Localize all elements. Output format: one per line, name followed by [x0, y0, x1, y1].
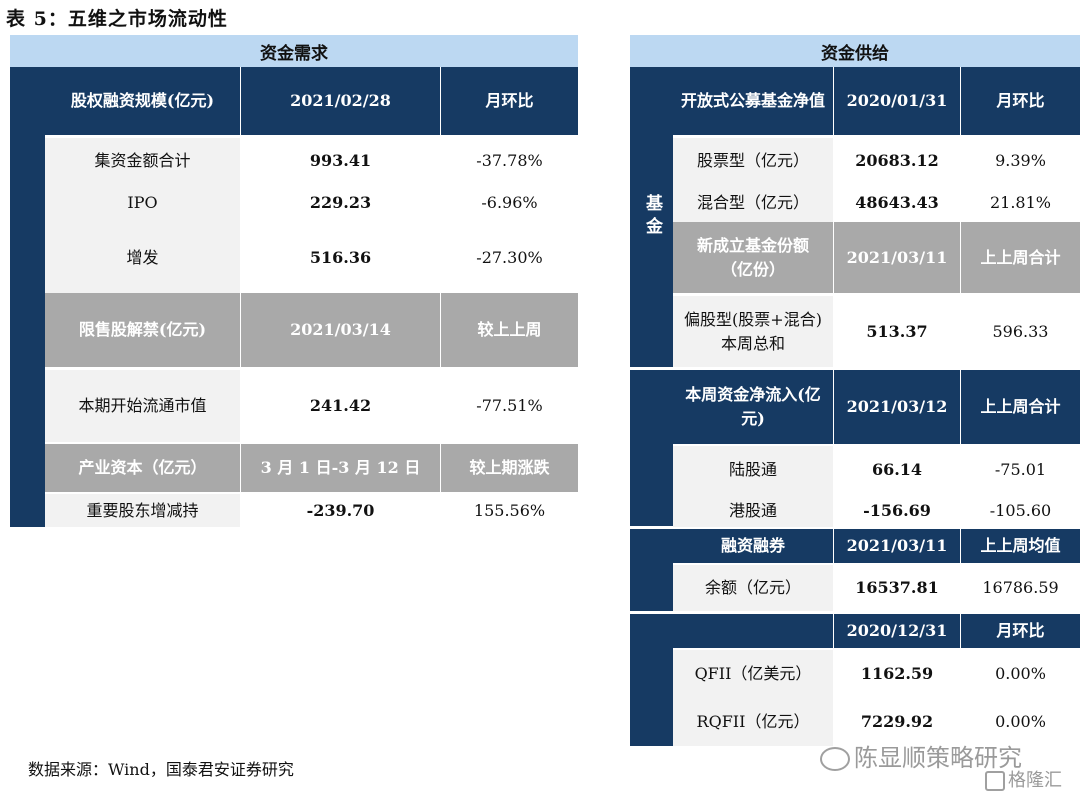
row-shareholder-change-change: 155.56% [441, 494, 578, 527]
row-margin-balance-value: 16537.81 [834, 565, 960, 611]
net-inflow-label: 本周资金净流入(亿元) [673, 370, 833, 444]
new-fund-shares-label: 新成立基金份额（亿份） [673, 222, 833, 293]
row-placement-label: 增发 [45, 222, 240, 293]
row-southbound-prev: -105.60 [961, 494, 1080, 527]
row-qfii-change: 0.00% [961, 650, 1080, 698]
row-equity-fund-change: 9.39% [961, 138, 1080, 184]
row-rqfii-label: RQFII（亿元） [673, 698, 833, 746]
data-source-note: 数据来源：Wind，国泰君安证券研究 [28, 760, 294, 779]
row-margin-balance-avg: 16786.59 [961, 565, 1080, 611]
row-margin-balance-label: 余额（亿元） [673, 565, 833, 611]
row-hybrid-fund-label: 混合型（亿元） [673, 184, 833, 222]
margin-trading-date: 2021/03/11 [834, 529, 960, 563]
demand-header: 资金需求 [10, 35, 578, 67]
fund-side-label: 基金 [630, 67, 673, 367]
row-equity-biased-prev: 596.33 [961, 296, 1080, 367]
row-shareholder-change-value: -239.70 [241, 494, 440, 527]
row-total-raised-value: 993.41 [241, 138, 440, 184]
watermark-line1: 陈显顺策略研究 [854, 744, 1022, 772]
watermark-line2: 格隆汇 [1008, 770, 1062, 791]
net-inflow-date: 2021/03/12 [834, 370, 960, 444]
equity-financing-change-header: 月环比 [441, 67, 578, 135]
row-northbound-prev: -75.01 [961, 446, 1080, 494]
new-fund-shares-change-header: 上上周合计 [961, 222, 1080, 293]
wechat-icon [820, 747, 850, 771]
qfii-change-header: 月环比 [961, 614, 1080, 648]
row-equity-biased-label: 偏股型(股票+混合)本周总和 [673, 296, 833, 367]
row-total-raised-change: -37.78% [441, 138, 578, 184]
row-rqfii-change: 0.00% [961, 698, 1080, 746]
row-circulating-value-change: -77.51% [441, 370, 578, 442]
open-fund-nav-label: 开放式公募基金净值 [673, 67, 833, 135]
row-placement-change: -27.30% [441, 222, 578, 293]
row-placement-value: 516.36 [241, 222, 440, 293]
row-total-raised-label: 集资金额合计 [45, 138, 240, 184]
demand-side-strip [10, 67, 45, 527]
row-rqfii-value: 7229.92 [834, 698, 960, 746]
qfii-header-blank [673, 614, 833, 648]
lockup-expiry-change-header: 较上上周 [441, 293, 578, 367]
row-circulating-value-label: 本期开始流通市值 [45, 370, 240, 442]
row-ipo-change: -6.96% [441, 184, 578, 222]
row-qfii-label: QFII（亿美元） [673, 650, 833, 698]
row-northbound-label: 陆股通 [673, 446, 833, 494]
supply-side-strip [630, 370, 673, 746]
watermark-text: 陈显顺策略研究 [820, 738, 1022, 773]
row-hybrid-fund-change: 21.81% [961, 184, 1080, 222]
industrial-capital-label: 产业资本（亿元） [45, 444, 240, 492]
row-equity-fund-label: 股票型（亿元） [673, 138, 833, 184]
equity-financing-date: 2021/02/28 [241, 67, 440, 135]
industrial-capital-period: 3 月 1 日-3 月 12 日 [241, 444, 440, 492]
row-equity-fund-value: 20683.12 [834, 138, 960, 184]
row-qfii-value: 1162.59 [834, 650, 960, 698]
brand-logo-icon [985, 771, 1005, 791]
row-southbound-value: -156.69 [834, 494, 960, 527]
row-ipo-label: IPO [45, 184, 240, 222]
lockup-expiry-date: 2021/03/14 [241, 293, 440, 367]
row-ipo-value: 229.23 [241, 184, 440, 222]
row-circulating-value-value: 241.42 [241, 370, 440, 442]
supply-header: 资金供给 [630, 35, 1080, 67]
watermark-brand: 格隆汇 [985, 766, 1062, 792]
row-northbound-value: 66.14 [834, 446, 960, 494]
qfii-date: 2020/12/31 [834, 614, 960, 648]
row-southbound-label: 港股通 [673, 494, 833, 527]
row-hybrid-fund-value: 48643.43 [834, 184, 960, 222]
equity-financing-label: 股权融资规模(亿元) [45, 67, 240, 135]
fund-side-text: 基金 [641, 194, 662, 240]
row-shareholder-change-label: 重要股东增减持 [45, 494, 240, 527]
side-divider [630, 526, 673, 529]
new-fund-shares-date: 2021/03/11 [834, 222, 960, 293]
margin-trading-avg-header: 上上周均值 [961, 529, 1080, 563]
side-divider [630, 611, 673, 614]
table-title: 表 5：五维之市场流动性 [6, 8, 228, 30]
industrial-capital-change-header: 较上期涨跌 [441, 444, 578, 492]
open-fund-nav-change-header: 月环比 [961, 67, 1080, 135]
net-inflow-change-header: 上上周合计 [961, 370, 1080, 444]
lockup-expiry-label: 限售股解禁(亿元) [45, 293, 240, 367]
open-fund-nav-date: 2020/01/31 [834, 67, 960, 135]
row-equity-biased-value: 513.37 [834, 296, 960, 367]
margin-trading-label: 融资融券 [673, 529, 833, 563]
